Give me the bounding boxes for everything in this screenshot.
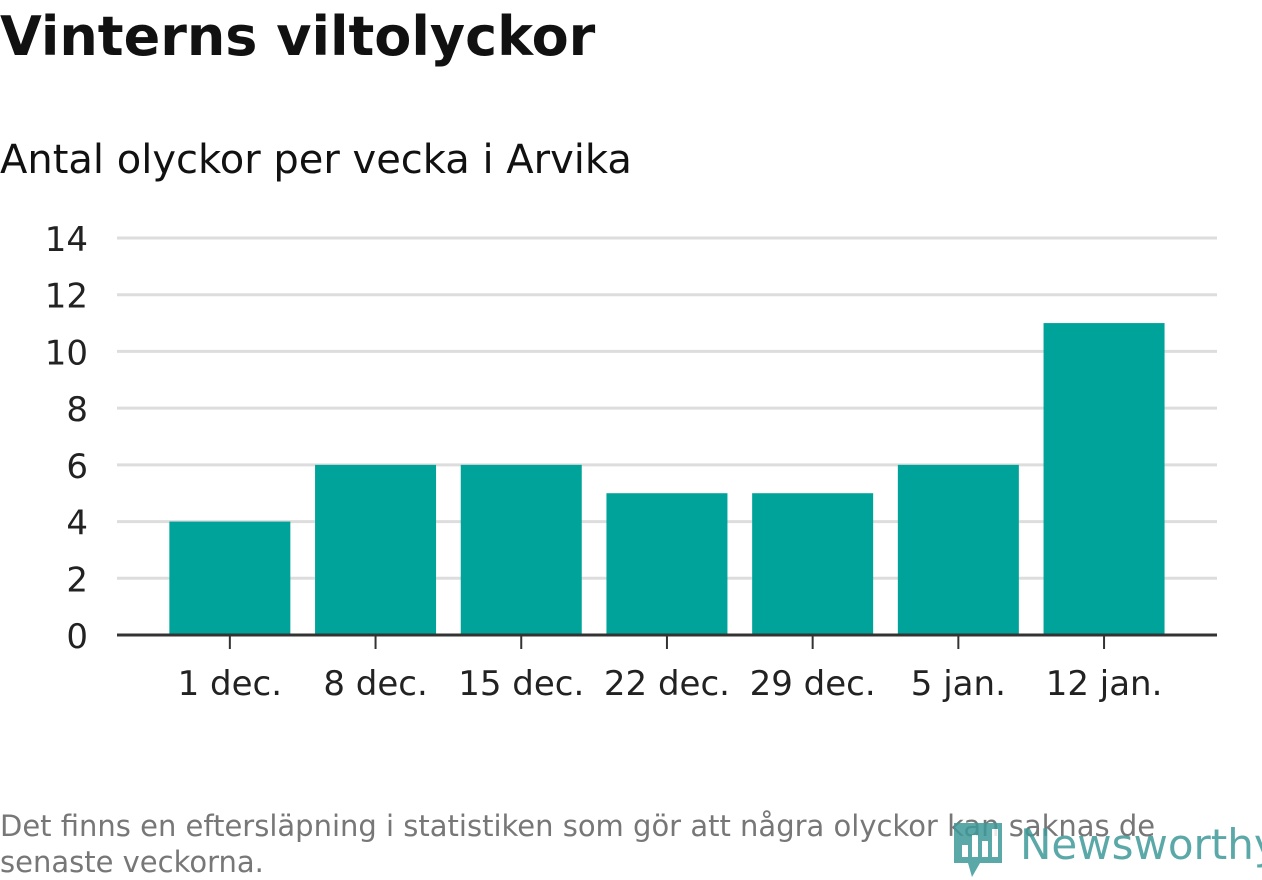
y-tick-label: 12 [45,277,88,317]
newsworthy-chart-icon [954,823,1002,877]
bar [897,464,1019,635]
x-tick-label: 1 dec. [178,664,282,704]
x-tick-label: 12 jan. [1046,664,1163,704]
logo-text: Newsworthy [1020,820,1262,869]
x-tick-label: 22 dec. [604,664,730,704]
x-tick-label: 29 dec. [750,664,876,704]
newsworthy-logo: Newsworthy [950,815,1262,879]
bar [1043,323,1165,635]
x-tick-label: 15 dec. [458,664,584,704]
y-tick-label: 10 [45,333,88,373]
bars [169,323,1165,635]
chart-title: Vinterns viltolyckor [0,5,596,68]
y-axis-ticks: 0 2 4 6 8 10 12 14 [45,220,88,657]
bar [315,464,437,635]
y-tick-label: 8 [66,390,88,430]
bar [752,493,874,635]
y-tick-label: 4 [66,504,88,544]
y-tick-label: 14 [45,220,88,260]
y-tick-label: 0 [66,617,88,657]
gridlines [117,236,1217,580]
x-tick-label: 8 dec. [323,664,427,704]
y-tick-label: 6 [66,447,88,487]
x-tick-label: 5 jan. [911,664,1006,704]
y-tick-label: 2 [66,560,88,600]
x-axis-ticks: 1 dec. 8 dec. 15 dec. 22 dec. 29 dec. 5 jan. 1… [178,635,1163,704]
bar-chart: 0 2 4 6 8 10 12 14 1 dec. 8 dec. 15 dec. 22 dec. 29… [45,220,1217,704]
chart-subtitle: Antal olyckor per vecka i Arvika [0,137,632,183]
bar [169,521,291,635]
bar [606,493,728,635]
bar [460,464,582,635]
